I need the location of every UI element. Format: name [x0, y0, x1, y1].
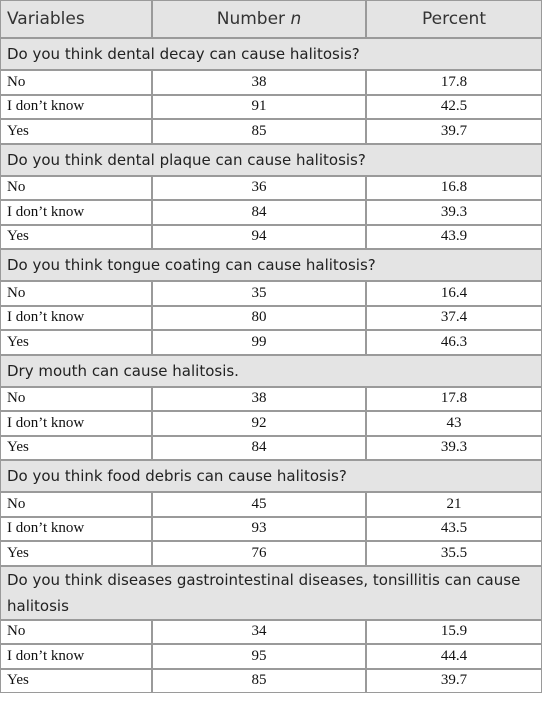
section-question: Do you think dental plaque can cause hal…	[0, 143, 542, 176]
percent-cell: 16.8	[366, 175, 542, 200]
row-label: I don’t know	[0, 411, 152, 436]
data-row: I don’t know 80 37.4	[0, 305, 542, 330]
number-cell: 93	[152, 516, 366, 541]
percent-cell: 46.3	[366, 330, 542, 355]
data-row: No 38 17.8	[0, 70, 542, 95]
number-cell: 99	[152, 330, 366, 355]
percent-cell: 39.7	[366, 668, 542, 693]
row-label: No	[0, 70, 152, 95]
data-row: I don’t know 93 43.5	[0, 516, 542, 541]
section-row: Do you think diseases gastrointestinal d…	[0, 565, 542, 620]
row-label: I don’t know	[0, 644, 152, 669]
row-label: Yes	[0, 541, 152, 566]
data-row: I don’t know 84 39.3	[0, 200, 542, 225]
data-row: Yes 84 39.3	[0, 435, 542, 460]
percent-cell: 43.9	[366, 224, 542, 249]
row-label: I don’t know	[0, 516, 152, 541]
percent-cell: 16.4	[366, 281, 542, 306]
row-label: Yes	[0, 330, 152, 355]
row-label: No	[0, 175, 152, 200]
number-cell: 34	[152, 619, 366, 644]
number-cell: 94	[152, 224, 366, 249]
row-label: Yes	[0, 435, 152, 460]
section-row: Dry mouth can cause halitosis.	[0, 354, 542, 387]
number-cell: 80	[152, 305, 366, 330]
percent-cell: 21	[366, 492, 542, 517]
row-label: I don’t know	[0, 200, 152, 225]
data-row: Yes 85 39.7	[0, 668, 542, 693]
data-row: Yes 94 43.9	[0, 224, 542, 249]
data-row: No 45 21	[0, 492, 542, 517]
section-question: Do you think dental decay can cause hali…	[0, 38, 542, 70]
number-cell: 92	[152, 411, 366, 436]
data-row: Yes 76 35.5	[0, 541, 542, 566]
row-label: Yes	[0, 224, 152, 249]
percent-cell: 39.3	[366, 200, 542, 225]
percent-cell: 43.5	[366, 516, 542, 541]
percent-cell: 43	[366, 411, 542, 436]
number-cell: 85	[152, 119, 366, 144]
data-row: Yes 99 46.3	[0, 330, 542, 355]
section-question: Do you think diseases gastrointestinal d…	[0, 565, 542, 620]
number-cell: 91	[152, 94, 366, 119]
header-row: Variables Number n Percent	[0, 0, 542, 38]
data-row: No 35 16.4	[0, 281, 542, 306]
data-row: No 34 15.9	[0, 619, 542, 644]
number-cell: 38	[152, 70, 366, 95]
number-cell: 85	[152, 668, 366, 693]
table-body: Do you think dental decay can cause hali…	[0, 38, 542, 693]
section-question: Do you think tongue coating can cause ha…	[0, 249, 542, 281]
number-cell: 45	[152, 492, 366, 517]
data-row: Yes 85 39.7	[0, 119, 542, 144]
data-row: No 38 17.8	[0, 386, 542, 411]
header-cell: Number n	[152, 0, 366, 38]
row-label: Yes	[0, 119, 152, 144]
data-row: I don’t know 91 42.5	[0, 94, 542, 119]
header-symbol: n	[290, 9, 302, 29]
number-cell: 36	[152, 175, 366, 200]
data-row: I don’t know 95 44.4	[0, 644, 542, 669]
row-label: I don’t know	[0, 305, 152, 330]
section-row: Do you think tongue coating can cause ha…	[0, 249, 542, 281]
section-question: Do you think food debris can cause halit…	[0, 460, 542, 492]
row-label: I don’t know	[0, 94, 152, 119]
number-cell: 95	[152, 644, 366, 669]
percent-cell: 44.4	[366, 644, 542, 669]
row-label: No	[0, 281, 152, 306]
header-text: Number	[216, 9, 286, 29]
percent-cell: 15.9	[366, 619, 542, 644]
section-row: Do you think food debris can cause halit…	[0, 460, 542, 492]
percent-cell: 37.4	[366, 305, 542, 330]
number-cell: 35	[152, 281, 366, 306]
number-cell: 84	[152, 435, 366, 460]
row-label: No	[0, 386, 152, 411]
percent-cell: 39.3	[366, 435, 542, 460]
percent-cell: 35.5	[366, 541, 542, 566]
data-row: No 36 16.8	[0, 175, 542, 200]
section-question: Dry mouth can cause halitosis.	[0, 354, 542, 387]
section-row: Do you think dental plaque can cause hal…	[0, 143, 542, 176]
header-cell: Percent	[366, 0, 542, 38]
row-label: No	[0, 492, 152, 517]
number-cell: 38	[152, 386, 366, 411]
header-cell: Variables	[0, 0, 152, 38]
percent-cell: 39.7	[366, 119, 542, 144]
number-cell: 84	[152, 200, 366, 225]
row-label: No	[0, 619, 152, 644]
section-row: Do you think dental decay can cause hali…	[0, 38, 542, 70]
percent-cell: 17.8	[366, 386, 542, 411]
percent-cell: 42.5	[366, 94, 542, 119]
percent-cell: 17.8	[366, 70, 542, 95]
row-label: Yes	[0, 668, 152, 693]
data-row: I don’t know 92 43	[0, 411, 542, 436]
number-cell: 76	[152, 541, 366, 566]
